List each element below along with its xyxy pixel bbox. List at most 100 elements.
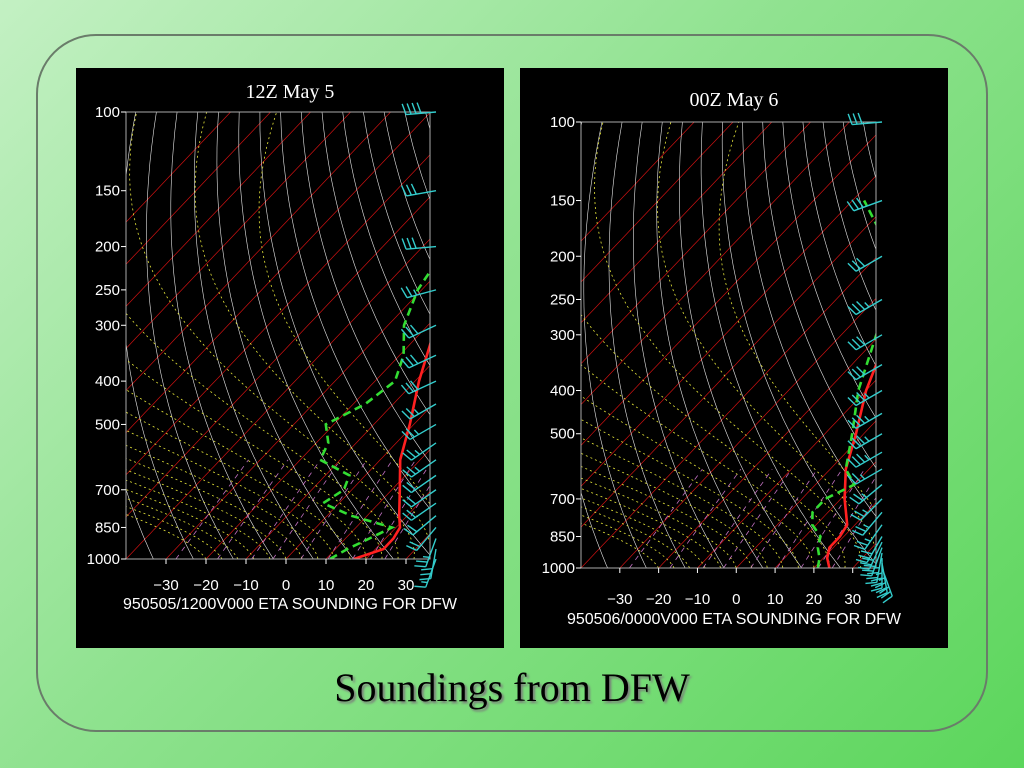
wind-barb xyxy=(857,541,883,571)
chart-footer: 950506/0000V000 ETA SOUNDING FOR DFW xyxy=(567,611,902,628)
isotherm-line xyxy=(205,322,430,559)
pressure-tick-label: 150 xyxy=(95,183,120,200)
wind-barb xyxy=(847,255,883,272)
temperature-profile-line xyxy=(353,340,430,559)
dry-adiabat-line xyxy=(656,122,764,568)
wind-barb xyxy=(847,412,883,429)
temperature-tick-label: 0 xyxy=(282,577,290,594)
chart-title: 00Z May 6 xyxy=(690,89,779,111)
mixing-ratio-line xyxy=(629,468,703,568)
wind-barb xyxy=(853,524,883,551)
isotherm-line xyxy=(774,461,876,568)
dry-adiabat-line xyxy=(700,122,841,568)
isotherm-line xyxy=(883,122,949,578)
dry-adiabat-line xyxy=(678,122,803,568)
isotherm-line xyxy=(852,542,876,568)
mixing-ratio-line xyxy=(272,459,341,559)
isotherm-line xyxy=(365,491,430,559)
isotherm-line xyxy=(619,297,876,568)
pressure-tick-label: 700 xyxy=(550,491,575,508)
wind-barb xyxy=(400,286,437,299)
dry-adiabat-line xyxy=(194,112,314,559)
temperature-tick-label: −20 xyxy=(193,577,218,594)
pressure-tick-label: 1000 xyxy=(542,560,575,577)
pressure-tick-label: 850 xyxy=(550,529,575,546)
isotherm-line xyxy=(735,420,876,568)
dry-adiabat-line xyxy=(126,488,154,559)
wind-barb xyxy=(847,334,883,351)
moist-adiabat-line xyxy=(581,488,722,568)
temperature-profile-line xyxy=(825,361,876,568)
moist-adiabat-line xyxy=(194,112,430,559)
temperature-tick-label: 0 xyxy=(732,591,740,608)
pressure-tick-label: 200 xyxy=(95,239,120,256)
temperature-tick-label: 30 xyxy=(844,591,861,608)
moist-adiabat-line xyxy=(594,122,862,568)
mixing-ratio-line xyxy=(300,459,368,559)
isotherm-line xyxy=(126,196,430,518)
temperature-tick-label: 20 xyxy=(358,577,375,594)
isotherm-line xyxy=(696,379,876,568)
moist-adiabat-line xyxy=(126,358,383,559)
pressure-tick-label: 400 xyxy=(550,383,575,400)
isotherm-line xyxy=(126,112,311,307)
temperature-tick-label: −20 xyxy=(646,591,671,608)
dry-adiabat-line xyxy=(321,112,430,416)
mixing-ratio-line xyxy=(817,476,876,568)
mixing-ratio-line xyxy=(776,468,843,568)
temperature-tick-label: 20 xyxy=(806,591,823,608)
dewpoint-profile-line xyxy=(810,199,876,568)
dry-adiabat-line xyxy=(742,122,876,517)
moist-adiabat-line xyxy=(126,457,303,559)
dry-adiabat-line xyxy=(802,122,876,367)
wind-barb xyxy=(846,197,883,212)
wind-barb xyxy=(847,389,883,407)
wind-barb xyxy=(402,442,437,461)
pressure-tick-label: 850 xyxy=(95,519,120,536)
dry-adiabat-line xyxy=(530,122,572,578)
wind-barb xyxy=(414,558,437,588)
temperature-tick-label: −30 xyxy=(153,577,178,594)
moist-adiabat-line xyxy=(581,522,660,568)
isotherm-line xyxy=(813,502,876,568)
moist-adiabat-line xyxy=(126,411,351,559)
mixing-ratio-line xyxy=(370,463,430,559)
moist-adiabat-line xyxy=(581,395,815,568)
moist-adiabat-line xyxy=(126,444,319,559)
moist-adiabat-line xyxy=(126,506,223,559)
mixing-ratio-line xyxy=(669,468,742,568)
isotherm-line xyxy=(285,406,430,559)
wind-barb xyxy=(419,548,437,581)
moist-adiabat-line xyxy=(581,477,737,568)
wind-barb xyxy=(847,433,883,450)
sounding-panel-12z: 100 150 200 250 300 400 500 700 850 1000 −30 −20 −10… xyxy=(76,68,504,648)
isotherm-line xyxy=(581,122,734,283)
isotherm-line xyxy=(921,122,948,578)
moist-adiabat-line xyxy=(718,122,876,512)
pressure-tick-label: 500 xyxy=(95,416,120,433)
dry-adiabat-line xyxy=(425,112,430,131)
moist-adiabat-line xyxy=(581,452,768,568)
isotherm-line xyxy=(165,280,430,559)
isotherm-line xyxy=(405,533,430,559)
dry-adiabat-line xyxy=(467,112,504,569)
wind-barb xyxy=(402,489,437,508)
temperature-tick-label: −30 xyxy=(607,591,632,608)
dry-adiabat-line xyxy=(762,122,876,469)
wind-barb xyxy=(400,380,437,395)
isotherm-line xyxy=(126,112,391,392)
dry-adiabat-line xyxy=(822,122,876,312)
moist-adiabat-line xyxy=(581,466,753,568)
dry-adiabat-line xyxy=(583,122,647,568)
pressure-tick-label: 100 xyxy=(95,104,120,121)
wind-barb xyxy=(874,562,888,599)
dry-adiabat-line xyxy=(488,112,504,569)
mixing-ratio-line xyxy=(175,459,249,559)
dry-adiabat-line xyxy=(126,112,194,559)
wind-barb xyxy=(402,474,437,494)
moist-adiabat-line xyxy=(581,313,846,568)
moist-adiabat-line xyxy=(581,437,784,568)
mixing-ratio-line xyxy=(352,459,416,559)
wind-barb xyxy=(855,536,883,564)
